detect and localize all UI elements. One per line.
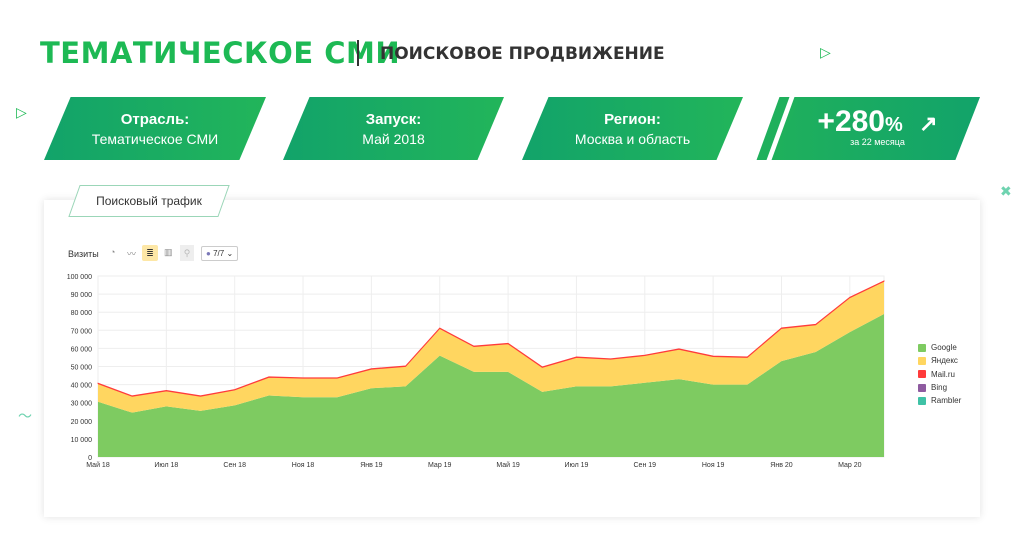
checkbox-icon[interactable] [918, 343, 926, 352]
line-icon[interactable]: 〰 [127, 249, 137, 259]
y-tick-label: 50 000 [71, 365, 93, 372]
bar-icon[interactable]: ▥ [164, 247, 173, 257]
x-tick-label: Июл 19 [564, 462, 588, 469]
x-tick-label: Мар 19 [428, 462, 452, 469]
card-value: Тематическое СМИ [91, 131, 219, 147]
checkbox-icon[interactable] [918, 396, 926, 405]
page-title: ТЕМАТИЧЕСКОЕ СМИ [40, 36, 401, 70]
y-tick-label: 10 000 [71, 437, 93, 444]
y-tick-label: 40 000 [71, 383, 93, 390]
area-series-google [98, 314, 884, 457]
y-tick-label: 90 000 [71, 292, 93, 299]
legend-item[interactable]: Rambler [918, 394, 961, 407]
card-value: Москва и область [574, 131, 691, 147]
x-tick-label: Мар 20 [838, 462, 862, 469]
card-label: Отрасль: [120, 111, 190, 128]
industry-card: Отрасль: Тематическое СМИ [44, 97, 266, 160]
y-tick-label: 80 000 [71, 310, 93, 317]
growth-card: +280% ↗ за 22 месяца [775, 97, 980, 160]
map-icon[interactable]: ⚲ [180, 245, 194, 261]
y-tick-label: 70 000 [71, 328, 93, 335]
x-tick-label: Сен 18 [223, 462, 246, 469]
area-series-яндекс [98, 281, 884, 413]
page-subtitle: ПОИСКОВОЕ ПРОДВИЖЕНИЕ [380, 44, 665, 64]
comment-icon: ● [206, 249, 211, 258]
chevron-down-icon: ⌄ [226, 249, 234, 258]
growth-arrow-icon: ↗ [919, 111, 938, 136]
area-stacked-icon[interactable]: ≣ [142, 245, 158, 261]
wave-icon: 〜 [18, 408, 32, 424]
card-label: Регион: [604, 111, 661, 128]
x-tick-label: Ноя 19 [702, 462, 725, 469]
legend-item[interactable]: Google [918, 341, 961, 354]
y-tick-label: 60 000 [71, 346, 93, 353]
y-tick-label: 30 000 [71, 401, 93, 408]
x-tick-label: Сен 19 [634, 462, 657, 469]
y-tick-label: 0 [88, 455, 92, 462]
tab-search-traffic[interactable]: Поисковый трафик [68, 185, 230, 217]
x-tick-label: Янв 20 [770, 462, 792, 469]
legend-label: Rambler [931, 396, 962, 406]
filter-value: 7/7 [213, 249, 225, 258]
x-tick-label: Май 18 [86, 461, 110, 469]
checkbox-icon[interactable] [918, 370, 926, 379]
legend-item[interactable]: Mail.ru [918, 368, 961, 381]
legend-item[interactable]: Bing [918, 381, 961, 394]
play-triangle-icon: ▷ [16, 104, 27, 120]
checkbox-icon[interactable] [918, 356, 926, 365]
cross-icon: ✖ [1000, 183, 1012, 199]
launch-card: Запуск: Май 2018 [283, 97, 504, 160]
legend-label: Яндекс [931, 356, 958, 366]
legend-label: Mail.ru [931, 369, 956, 379]
x-tick-label: Июл 18 [154, 462, 178, 469]
x-tick-label: Ноя 18 [292, 462, 315, 469]
legend: Google Яндекс Mail.ru Bing Rambler [918, 341, 961, 407]
x-tick-label: Янв 19 [360, 462, 382, 469]
growth-value: +280% ↗ [817, 105, 938, 138]
legend-label: Bing [931, 383, 948, 393]
pie-icon[interactable]: ◔ [110, 247, 116, 257]
region-card: Регион: Москва и область [522, 97, 743, 160]
legend-item[interactable]: Яндекс [918, 354, 961, 367]
growth-caption: за 22 месяца [850, 137, 905, 147]
x-tick-label: Май 19 [496, 461, 520, 469]
filter-dropdown[interactable]: ● 7/7 ⌄ [201, 246, 239, 261]
y-tick-label: 100 000 [67, 274, 92, 281]
legend-label: Google [931, 343, 957, 353]
area-series-mailru [97, 280, 885, 397]
metric-label: Визиты [68, 249, 99, 259]
checkbox-icon[interactable] [918, 383, 926, 392]
card-value: Май 2018 [362, 131, 425, 147]
card-label: Запуск: [365, 111, 422, 128]
tab-label: Поисковый трафик [96, 194, 202, 208]
play-triangle-icon: ▷ [820, 44, 831, 60]
divider [357, 40, 359, 66]
y-tick-label: 20 000 [71, 419, 93, 426]
